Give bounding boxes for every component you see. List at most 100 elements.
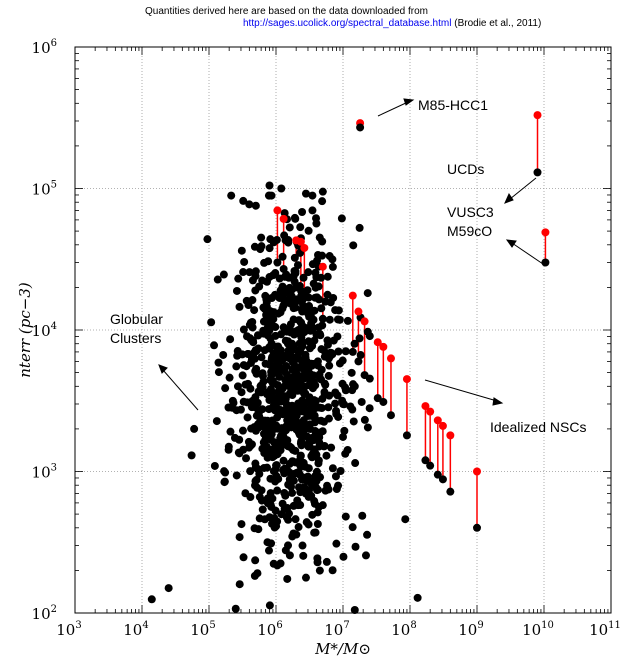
gc-point bbox=[317, 345, 326, 354]
gc-point bbox=[238, 426, 247, 435]
gc-point bbox=[235, 580, 244, 589]
gc-point bbox=[337, 214, 346, 223]
gc-point bbox=[213, 275, 222, 284]
gc-point bbox=[259, 303, 268, 312]
observed-point bbox=[365, 404, 374, 413]
gc-point bbox=[304, 226, 313, 235]
gc-point bbox=[363, 530, 372, 539]
source-note-line2: http://sages.ucolick.org/spectral_databa… bbox=[243, 18, 541, 29]
gc-point bbox=[294, 468, 303, 477]
observed-pair-point bbox=[473, 523, 481, 532]
gc-point bbox=[227, 191, 236, 200]
arrow-m85-head bbox=[403, 98, 415, 106]
gc-point bbox=[273, 450, 282, 459]
gc-point bbox=[238, 371, 247, 380]
gc-point bbox=[240, 257, 249, 266]
gc-point bbox=[343, 316, 352, 325]
gc-point bbox=[250, 423, 259, 432]
gc-point bbox=[257, 242, 266, 251]
gc-point bbox=[360, 415, 369, 424]
label-clusters: Clusters bbox=[110, 330, 161, 346]
gc-point bbox=[333, 315, 342, 324]
gc-point bbox=[340, 426, 349, 435]
gc-point bbox=[252, 364, 261, 373]
gc-point bbox=[298, 541, 307, 550]
gc-point bbox=[271, 290, 280, 299]
idealized-point bbox=[386, 354, 395, 363]
observed-point bbox=[308, 206, 317, 215]
idealized-point bbox=[373, 338, 382, 347]
label-m85-hcc1: M85-HCC1 bbox=[418, 97, 488, 113]
gc-point bbox=[221, 384, 230, 393]
label-ucds: UCDs bbox=[447, 161, 484, 177]
gc-point bbox=[339, 552, 348, 561]
gc-point bbox=[296, 223, 305, 232]
gc-point bbox=[320, 388, 329, 397]
gc-point bbox=[317, 304, 326, 313]
gc-point bbox=[331, 388, 340, 397]
gc-point bbox=[254, 525, 263, 534]
gc-point bbox=[314, 282, 323, 291]
arrow-m85 bbox=[377, 101, 409, 117]
observed-pair-point bbox=[360, 371, 369, 380]
observed-point bbox=[350, 606, 359, 615]
gc-point bbox=[300, 399, 309, 408]
x-tick-label: 108 bbox=[391, 620, 416, 639]
gc-point bbox=[259, 422, 268, 431]
gc-point bbox=[246, 467, 255, 476]
gc-point bbox=[308, 191, 317, 200]
gc-point bbox=[258, 405, 267, 414]
annotation-arrows bbox=[158, 98, 544, 411]
gc-point bbox=[315, 442, 324, 451]
gc-point bbox=[323, 272, 332, 281]
gc-point bbox=[237, 246, 246, 255]
data-points bbox=[147, 111, 550, 615]
gc-point bbox=[355, 223, 364, 232]
idealized-point bbox=[360, 317, 369, 326]
gc-point bbox=[219, 350, 228, 359]
gc-point bbox=[329, 293, 338, 302]
gc-point bbox=[250, 571, 259, 580]
idealized-point bbox=[533, 111, 542, 120]
gc-point bbox=[245, 268, 254, 277]
gc-point bbox=[226, 335, 235, 344]
observed-point bbox=[190, 424, 199, 433]
idealized-point bbox=[426, 407, 435, 416]
gc-point bbox=[244, 301, 253, 310]
arrow-ucds-head bbox=[504, 192, 514, 204]
gc-point bbox=[301, 573, 310, 582]
gc-point bbox=[273, 561, 282, 570]
gc-point bbox=[318, 394, 327, 403]
gc-point bbox=[239, 196, 248, 205]
gc-point bbox=[306, 477, 315, 486]
gc-point bbox=[275, 372, 284, 381]
observed-pair-point bbox=[533, 168, 542, 177]
observed-point bbox=[265, 181, 274, 190]
source-link[interactable]: http://sages.ucolick.org/spectral_databa… bbox=[243, 18, 452, 29]
gc-point bbox=[315, 566, 324, 575]
gc-point bbox=[297, 318, 306, 327]
gc-point bbox=[323, 336, 332, 345]
gc-point bbox=[265, 244, 274, 253]
gc-point bbox=[331, 472, 340, 481]
gc-point bbox=[311, 483, 320, 492]
gc-point bbox=[219, 270, 228, 279]
gc-point bbox=[266, 418, 275, 427]
x-tick-label: 1011 bbox=[589, 620, 621, 639]
gc-point bbox=[251, 556, 260, 565]
gc-point bbox=[239, 445, 248, 454]
gc-point bbox=[257, 353, 266, 362]
gc-point bbox=[285, 223, 294, 232]
gc-point bbox=[351, 459, 360, 468]
gc-point bbox=[318, 197, 327, 206]
gc-point bbox=[274, 474, 283, 483]
gc-point bbox=[237, 520, 246, 529]
arrow-nscs-head bbox=[492, 397, 504, 406]
gc-point bbox=[235, 533, 244, 542]
gc-point bbox=[285, 509, 294, 518]
gc-point bbox=[294, 523, 303, 532]
x-tick-label: 109 bbox=[458, 620, 483, 639]
observed-point bbox=[318, 187, 327, 196]
gc-point bbox=[279, 456, 288, 465]
gc-point bbox=[231, 604, 240, 613]
